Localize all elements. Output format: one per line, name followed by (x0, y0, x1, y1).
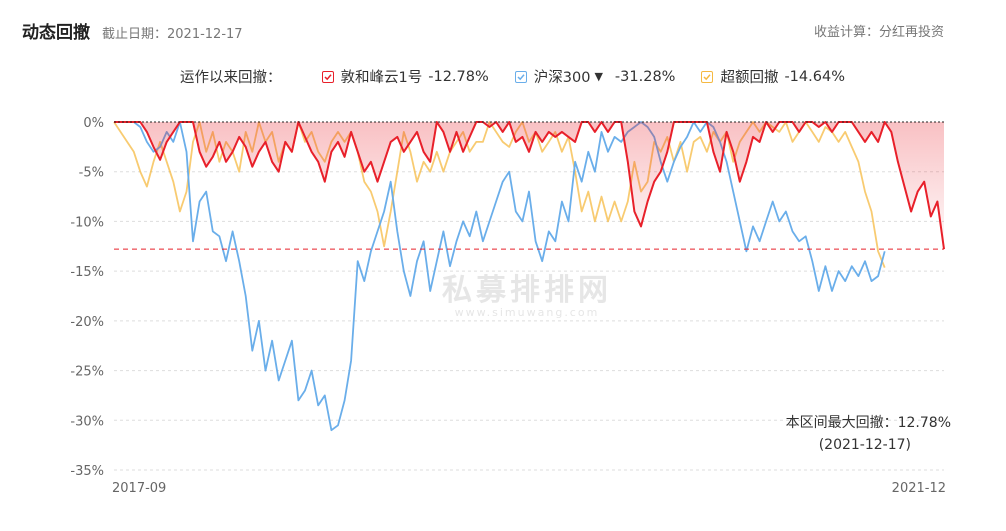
legend-label: 运作以来回撤： (180, 70, 282, 86)
series-line (114, 121, 886, 432)
y-tick-label: -5% (79, 166, 104, 181)
as-of-date: 截止日期：2021-12-17 (102, 27, 243, 42)
page-title: 动态回撤 (22, 23, 90, 43)
series-line (114, 121, 945, 250)
header: 动态回撤 截止日期：2021-12-17 (22, 18, 243, 44)
grid-lines (114, 171, 944, 471)
checkbox-icon[interactable] (321, 70, 334, 83)
legend: 运作以来回撤： 敦和峰云1号 -12.78% 沪深300 ▼ -31.28% 超… (180, 66, 871, 87)
x-tick-label: 2021-12 (892, 481, 946, 496)
max-drawdown-annotation: 本区间最大回撤：12.78% (2021-12-17) (786, 412, 951, 456)
x-tick-label: 2017-09 (112, 481, 166, 496)
legend-item-name: 敦和峰云1号 (340, 70, 423, 86)
y-tick-label: 0% (83, 116, 104, 131)
x-axis-ticks: 2017-09 2021-12 (112, 481, 946, 496)
y-tick-label: -20% (70, 315, 104, 330)
legend-item-value: -14.64% (784, 68, 845, 85)
y-tick-label: -30% (70, 414, 104, 429)
watermark-url: www.simuwang.com (455, 306, 600, 319)
legend-item-index[interactable]: 沪深300 ▼ -31.28% (514, 66, 676, 87)
legend-item-value: -31.28% (614, 68, 676, 85)
legend-item-value: -12.78% (428, 68, 489, 85)
y-axis-ticks: 0% -5% -10% -15% -20% -25% -30% -35% (70, 116, 104, 479)
legend-item-name: 超额回撤 (720, 70, 779, 86)
checkbox-icon[interactable] (514, 70, 527, 83)
checkbox-icon[interactable] (701, 70, 714, 83)
watermark-text: 私募排排网 (442, 273, 612, 308)
legend-item-name: 沪深300 (533, 70, 591, 86)
legend-item-fund[interactable]: 敦和峰云1号 -12.78% (321, 66, 489, 87)
y-tick-label: -25% (70, 365, 104, 380)
max-drawdown-date: (2021-12-17) (818, 437, 911, 453)
y-tick-label: -15% (70, 265, 104, 280)
legend-item-excess[interactable]: 超额回撤 -14.64% (701, 66, 845, 87)
caret-down-icon[interactable]: ▼ (594, 70, 603, 83)
series-lines (113, 121, 945, 432)
max-drawdown-text: 本区间最大回撤：12.78% (785, 415, 951, 431)
calc-method-note: 收益计算：分红再投资 (813, 25, 944, 40)
series-area (114, 122, 944, 250)
reference-lines (114, 121, 944, 250)
y-tick-label: -35% (70, 464, 104, 479)
y-tick-label: -10% (70, 215, 104, 230)
